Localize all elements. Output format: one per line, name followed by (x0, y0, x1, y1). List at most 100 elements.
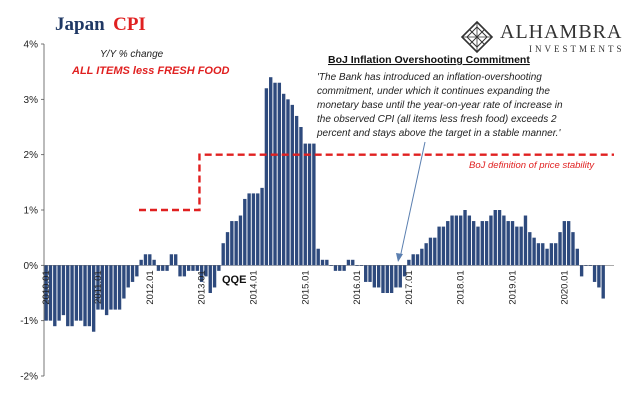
y-tick-label: 2% (24, 150, 39, 161)
bar (476, 226, 480, 266)
bar (441, 226, 446, 266)
bar (601, 265, 605, 299)
x-tick-label: 2016.01 (352, 270, 363, 304)
alhambra-logo: ALHAMBRA INVESTMENTS (460, 20, 622, 54)
bar (459, 215, 463, 266)
bar (191, 265, 195, 271)
bar (592, 265, 597, 282)
reference-line-label: BoJ definition of price stability (469, 160, 595, 171)
bar (130, 265, 135, 282)
bar (70, 265, 74, 327)
x-tick-label: 2011.01 (93, 270, 104, 304)
bar (217, 265, 221, 271)
bar (277, 82, 282, 266)
bar (165, 265, 169, 271)
bar (588, 265, 592, 266)
bar (204, 265, 208, 277)
y-tick-label: -1% (20, 316, 38, 327)
bar (174, 254, 178, 266)
x-tick-label: 2010.01 (41, 270, 52, 304)
bar (385, 265, 389, 293)
bar (83, 265, 87, 327)
bar (325, 259, 329, 266)
y-tick-label: 0% (24, 261, 39, 272)
bar (178, 265, 182, 277)
bar (66, 265, 70, 327)
bar (195, 265, 199, 271)
bar (454, 215, 459, 266)
bar (256, 193, 260, 266)
bar (528, 232, 532, 266)
bar (342, 265, 346, 271)
bar (290, 104, 294, 266)
bar (104, 265, 109, 316)
bar (351, 259, 355, 266)
bar (519, 226, 523, 266)
price-stability-line (139, 153, 614, 212)
bar (562, 221, 567, 266)
bar (411, 254, 415, 266)
annotation-arrow-head (396, 253, 403, 262)
bar (212, 265, 217, 288)
bar (549, 243, 554, 266)
annotation-line-4: the observed CPI (all items less fresh f… (317, 114, 557, 125)
bar (502, 215, 506, 266)
bar (420, 248, 424, 266)
annotation-line-2: commitment, under which it continues exp… (317, 86, 550, 97)
bar (199, 265, 204, 282)
qqe-label: QQE (222, 274, 246, 286)
bar (355, 265, 359, 266)
bar (100, 265, 104, 310)
bar (428, 237, 433, 266)
bar (243, 198, 247, 266)
bar (307, 143, 312, 266)
bar (57, 265, 61, 321)
bar (571, 232, 575, 266)
x-tick-label: 2018.01 (456, 270, 467, 304)
bar (523, 215, 528, 266)
bar (260, 187, 264, 266)
bar (186, 265, 191, 271)
bar (376, 265, 381, 288)
bar (126, 265, 130, 288)
bar (143, 254, 148, 266)
bar (87, 265, 92, 327)
bar (541, 243, 545, 266)
x-tick-label: 2017.01 (404, 270, 415, 304)
bar (113, 265, 117, 310)
bar (359, 265, 364, 266)
bar (489, 215, 493, 266)
bar (53, 265, 57, 327)
chart-subtitle: Y/Y % change (100, 49, 164, 60)
bar (148, 254, 152, 266)
bar (152, 259, 156, 266)
bar (221, 243, 225, 266)
bar (407, 259, 411, 266)
bar (320, 259, 325, 266)
bar (117, 265, 122, 310)
x-tick-label: 2014.01 (248, 270, 259, 304)
bar (303, 143, 307, 266)
x-tick-label: 2019.01 (508, 270, 519, 304)
bar (467, 215, 472, 266)
bar (234, 221, 238, 266)
bar (169, 254, 174, 266)
bar (484, 221, 489, 266)
bar (96, 265, 100, 310)
bar (532, 237, 536, 266)
annotation-block: BoJ Inflation Overshooting Commitment 'T… (316, 54, 563, 262)
bar (493, 210, 497, 266)
x-tick-label: 2015.01 (300, 270, 311, 304)
bar (208, 265, 212, 293)
reference-line-group (139, 153, 614, 212)
bar (79, 265, 83, 321)
bar (109, 265, 113, 310)
bar (269, 77, 273, 266)
bar (579, 265, 584, 277)
bar (247, 193, 251, 266)
bar (480, 221, 484, 266)
bar (364, 265, 368, 282)
bar (156, 265, 161, 271)
bar (44, 265, 48, 321)
bars-group (44, 77, 605, 332)
